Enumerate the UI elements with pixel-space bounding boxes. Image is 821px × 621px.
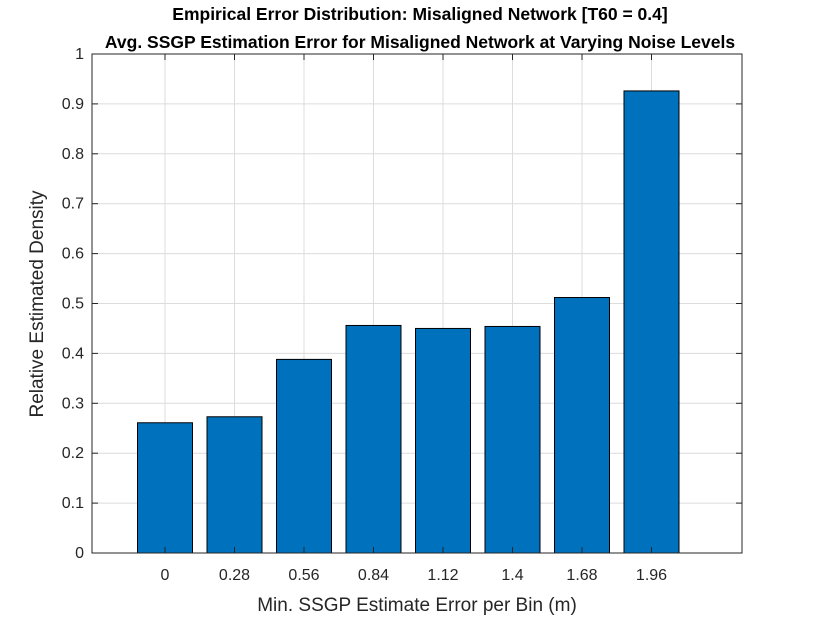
y-tick-label: 1 — [75, 46, 84, 63]
y-tick-label: 0.7 — [62, 196, 84, 213]
x-tick-label: 1.4 — [501, 567, 523, 584]
bar-0 — [137, 422, 193, 554]
bar-0.56 — [276, 358, 332, 554]
y-tick-label: 0.2 — [62, 445, 84, 462]
y-tick-label: 0.3 — [62, 395, 84, 412]
bars — [137, 90, 680, 554]
y-axis-label: Relative Estimated Density — [27, 190, 48, 418]
x-tick-label: 0.84 — [358, 567, 389, 584]
x-tick-label: 0.28 — [219, 567, 250, 584]
y-tick-label: 0.9 — [62, 96, 84, 113]
y-tick-label: 0.5 — [62, 296, 84, 313]
bar-1.68 — [554, 297, 610, 554]
bar-1.4 — [484, 325, 541, 554]
x-tick-label: 0 — [161, 567, 170, 584]
x-tick-label: 0.56 — [288, 567, 319, 584]
y-tick-label: 0 — [75, 545, 84, 562]
x-tick-label: 1.96 — [636, 567, 667, 584]
axis-ticks: 0 0.1 0.2 0.3 0.4 0.5 0.6 0.7 0.8 0.9 1 0 0.28 0.56 0.… — [62, 46, 742, 584]
bar-0.28 — [206, 416, 263, 554]
bar-0.84 — [345, 324, 402, 554]
x-tick-label: 1.68 — [566, 567, 597, 584]
x-axis-label: Min. SSGP Estimate Error per Bin (m) — [257, 595, 577, 616]
y-tick-label: 0.6 — [62, 246, 84, 263]
x-tick-label: 1.12 — [427, 567, 458, 584]
y-tick-label: 0.1 — [62, 495, 84, 512]
chart-title: Empirical Error Distribution: Misaligned… — [172, 4, 667, 24]
bar-1.12 — [415, 327, 471, 554]
y-tick-label: 0.4 — [62, 345, 84, 362]
bar-1.96 — [623, 90, 680, 554]
chart-subtitle: Avg. SSGP Estimation Error for Misaligne… — [105, 32, 735, 52]
y-tick-label: 0.8 — [62, 146, 84, 163]
